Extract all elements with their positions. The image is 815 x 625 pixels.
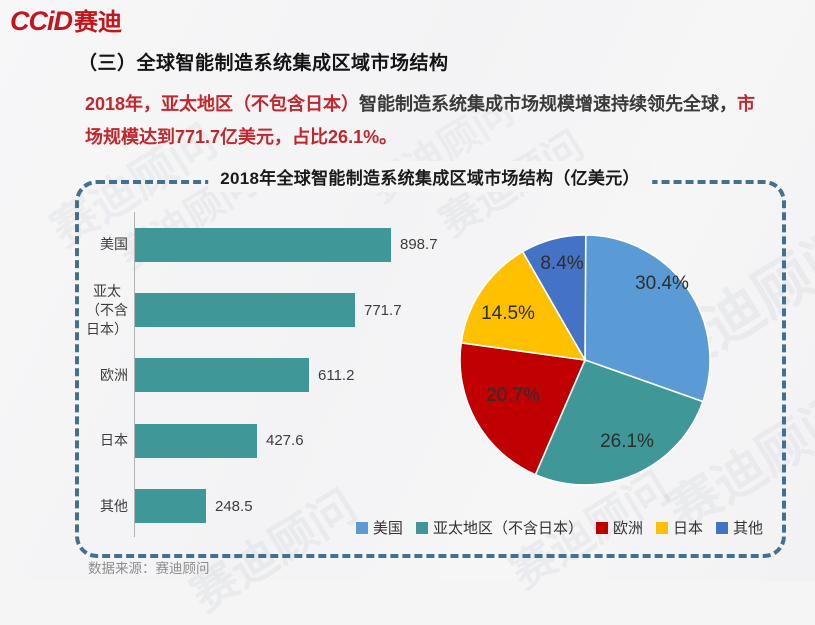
bar-row: 248.5	[135, 474, 465, 539]
bar-chart-axis-line	[134, 212, 135, 537]
bar-rect	[135, 423, 257, 458]
bar-row: 427.6	[135, 408, 465, 473]
bar-rect	[135, 358, 309, 393]
legend-label: 日本	[672, 520, 703, 537]
bar-row: 771.7	[135, 277, 465, 342]
bar-value-label: 427.6	[266, 432, 304, 450]
bar-rect	[135, 489, 206, 524]
bar-value-label: 771.7	[364, 301, 402, 319]
pie-slice-label: 14.5%	[481, 303, 535, 324]
bar-value-label: 898.7	[400, 236, 438, 254]
legend-label: 美国	[372, 520, 403, 537]
pie-slice	[534, 358, 704, 486]
pie-chart-svg: 30.4% 26.1% 20.7% 14.5% 8.4%	[459, 234, 711, 486]
bar-chart: 898.7 771.7 611.2 427.6 248.5	[135, 212, 465, 539]
data-source-note: 数据来源：赛迪顾问	[88, 561, 210, 576]
ccid-logo-cn: 赛迪	[74, 9, 122, 36]
legend-item: 亚太地区（不含日本）	[415, 517, 583, 538]
legend-label: 其他	[732, 520, 763, 537]
pie-slice-label: 20.7%	[486, 385, 540, 406]
bar-rect	[135, 293, 355, 328]
bar-category-label: 欧洲	[100, 366, 128, 383]
legend-swatch-icon	[595, 521, 608, 534]
legend-label: 亚太地区（不含日本）	[432, 520, 583, 537]
bar-category-label: 美国	[100, 236, 128, 253]
legend-label: 欧洲	[612, 520, 643, 537]
ccid-logo-latin: CCiD	[10, 6, 73, 36]
pie-slice	[459, 341, 587, 476]
bar-row: 611.2	[135, 343, 465, 408]
pie-slice-label: 30.4%	[635, 273, 689, 294]
pie-slice	[521, 234, 587, 363]
legend-item: 美国	[355, 517, 403, 538]
bar-rect	[135, 227, 391, 262]
pie-slice	[584, 234, 711, 403]
legend-item: 日本	[655, 517, 703, 538]
legend-swatch-icon	[655, 521, 668, 534]
legend-item: 其他	[715, 517, 763, 538]
bar-value-label: 248.5	[215, 497, 253, 515]
legend-swatch-icon	[355, 521, 368, 534]
paragraph-highlight-1: 2018年，亚太地区（不包含日本）	[85, 94, 360, 114]
bar-category-label: 亚太 （不含 日本）	[86, 282, 128, 337]
pie-slice-label: 26.1%	[600, 431, 654, 452]
legend-item: 欧洲	[595, 517, 643, 538]
bar-value-label: 611.2	[318, 366, 355, 384]
chart-legend: 美国 亚太地区（不含日本） 欧洲 日本 其他	[355, 517, 763, 538]
pie-slice	[460, 250, 587, 362]
bar-category-label: 其他	[100, 497, 128, 514]
bar-row: 898.7	[135, 212, 465, 277]
pie-slice-label: 8.4%	[540, 253, 583, 274]
ccid-logo: CCiD 赛迪	[10, 2, 122, 37]
summary-paragraph: 2018年，亚太地区（不包含日本）智能制造系统集成市场规模增速持续领先全球，市场…	[85, 88, 763, 154]
bar-chart-category-labels: 美国亚太 （不含 日本） 欧洲日本其他	[56, 212, 128, 539]
legend-swatch-icon	[415, 521, 428, 534]
chart-panel-title: 2018年全球智能制造系统集成区域市场结构（亿美元）	[208, 161, 652, 192]
paragraph-highlight-2: 市场规模达到771.7亿美元，占比26.1%。	[85, 94, 756, 147]
pie-chart: 30.4% 26.1% 20.7% 14.5% 8.4%	[448, 223, 722, 502]
paragraph-body: 智能制造系统集成市场规模增速持续领先全球，	[359, 94, 738, 114]
legend-swatch-icon	[715, 521, 728, 534]
bar-category-label: 日本	[100, 432, 128, 449]
section-title: （三）全球智能制造系统集成区域市场结构	[78, 53, 449, 74]
